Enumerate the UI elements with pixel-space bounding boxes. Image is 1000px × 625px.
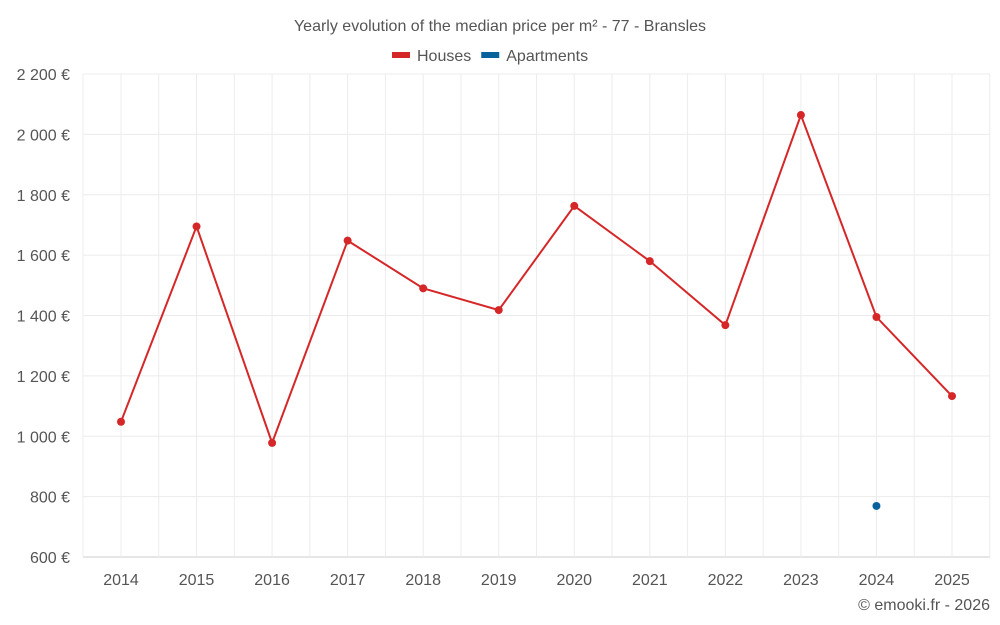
y-tick-label: 800 € <box>30 490 70 507</box>
series-line <box>120 112 953 446</box>
data-point[interactable] <box>948 392 956 401</box>
y-tick-label: 1 400 € <box>17 309 70 326</box>
data-point[interactable] <box>419 284 428 293</box>
axes: 600 € 800 € 1 000 € 1 200 € 1 400 € 1 600 € 1 … <box>17 67 970 589</box>
y-tick-label: 1 600 € <box>17 248 70 265</box>
data-point[interactable] <box>268 438 277 447</box>
x-tick-label: 2016 <box>254 572 290 589</box>
credit: © emooki.fr - 2026 <box>858 597 990 614</box>
data-point[interactable] <box>872 501 881 510</box>
series-houses <box>117 111 956 447</box>
y-tick-label: 1 000 € <box>17 429 70 446</box>
y-tick-label: 1 800 € <box>17 188 70 205</box>
x-tick-label: 2014 <box>103 572 139 589</box>
grid <box>82 73 991 558</box>
x-tick-label: 2020 <box>556 572 592 589</box>
x-tick-label: 2015 <box>179 572 215 589</box>
x-tick-label: 2021 <box>632 572 668 589</box>
legend-label: Houses <box>417 48 471 65</box>
x-tick-label: 2024 <box>859 572 895 589</box>
y-tick-label: 1 200 € <box>17 369 70 386</box>
legend-swatch <box>392 52 410 58</box>
data-point[interactable] <box>796 111 805 120</box>
x-tick-label: 2017 <box>330 572 366 589</box>
y-tick-label: 600 € <box>30 550 70 567</box>
data-point[interactable] <box>192 222 201 231</box>
y-tick-label: 2 200 € <box>17 67 70 84</box>
data-point[interactable] <box>645 257 654 266</box>
x-tick-label: 2018 <box>405 572 441 589</box>
series-apartments <box>872 501 881 510</box>
legend[interactable]: Houses Apartments <box>392 48 588 65</box>
data-point[interactable] <box>721 321 730 330</box>
x-tick-label: 2022 <box>708 572 744 589</box>
legend-item-apartments[interactable]: Apartments <box>481 48 588 65</box>
data-point[interactable] <box>872 313 881 322</box>
data-point[interactable] <box>117 417 125 426</box>
x-tick-label: 2023 <box>783 572 819 589</box>
legend-label: Apartments <box>506 48 588 65</box>
legend-item-houses[interactable]: Houses <box>392 48 471 65</box>
y-tick-label: 2 000 € <box>17 127 70 144</box>
data-point[interactable] <box>343 236 352 245</box>
data-point[interactable] <box>570 201 579 210</box>
series <box>117 111 956 510</box>
chart-title: Yearly evolution of the median price per… <box>294 18 706 35</box>
legend-swatch <box>481 52 500 58</box>
data-point[interactable] <box>494 306 503 315</box>
x-tick-label: 2019 <box>481 572 517 589</box>
x-tick-label: 2025 <box>934 572 970 589</box>
